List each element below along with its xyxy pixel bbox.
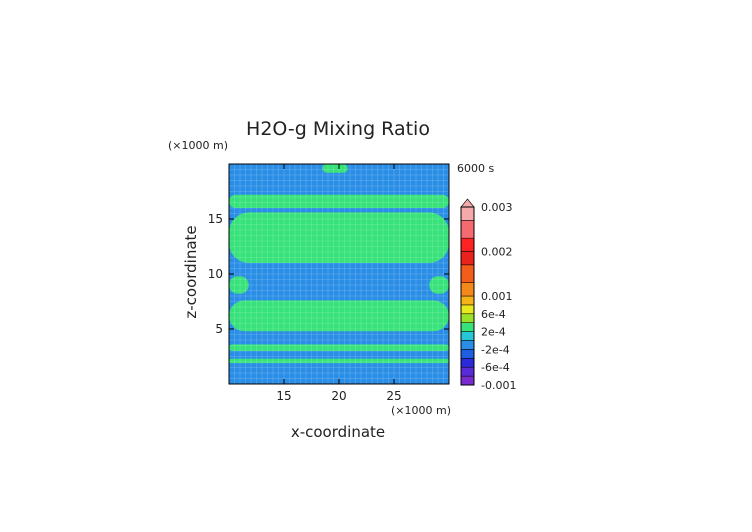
x-tick-label: 15 [276,389,291,403]
colorbar-frame [460,206,475,386]
field-region-1 [229,194,449,208]
y-axis-label: z-coordinate [182,225,200,318]
field-region-2 [229,212,449,263]
colorbar-extend-arrow [460,198,475,208]
chart-title: H2O-g Mixing Ratio [246,118,430,140]
colorbar-tick-label: 0.003 [481,201,513,214]
colorbar-level-4 [460,340,475,350]
colorbar-level-9 [460,295,475,306]
colorbar-tick-label: 6e-4 [481,308,506,321]
colorbar-level-14 [460,220,475,239]
colorbar-level-2 [460,358,475,368]
x-tick-label: 25 [386,389,401,403]
field-region-5 [229,300,449,332]
colorbar-tick-label: -0.001 [481,379,516,392]
colorbar [460,198,475,386]
field-region-3 [229,276,249,294]
colorbar-tick-label: 0.002 [481,246,513,259]
colorbar-level-5 [460,331,475,341]
y-unit-label: (×1000 m) [168,139,228,152]
x-axis-label: x-coordinate [291,423,385,441]
colorbar-level-11 [460,264,475,283]
x-tick-label: 20 [331,389,346,403]
field-region-7 [229,358,449,364]
plot-frame [228,163,450,385]
colorbar-tick-label: 2e-4 [481,326,506,339]
colorbar-level-10 [460,282,475,297]
colorbar-tick-label: -2e-4 [481,343,510,356]
colorbar-level-7 [460,313,475,323]
y-axis-ticks: 5 10 15 [208,212,449,336]
y-tick-label: 15 [208,212,223,226]
colorbar-level-8 [460,304,475,315]
plot-grid [229,164,449,384]
colorbar-level-12 [460,251,475,266]
field-region-6 [229,344,449,351]
x-unit-label: (×1000 m) [391,404,451,417]
time-label: 6000 s [457,162,494,175]
colorbar-level-3 [460,349,475,359]
colorbar-tick-labels: 0.003 0.002 0.001 6e-4 2e-4 -2e-4 -6e-4 -0.001 [481,201,516,392]
field-region-4 [429,276,449,294]
heatmap-plot [229,164,449,384]
colorbar-level-0 [460,375,475,386]
colorbar-level-13 [460,237,475,252]
x-axis-ticks: 15 20 25 [276,164,402,403]
colorbar-level-1 [460,366,475,377]
colorbar-level-15 [460,206,475,221]
field-region-0 [322,164,348,173]
y-tick-label: 5 [215,322,223,336]
y-tick-label: 10 [208,267,223,281]
colorbar-tick-label: 0.001 [481,290,513,303]
colorbar-tick-label: -6e-4 [481,361,510,374]
colorbar-level-6 [460,322,475,332]
